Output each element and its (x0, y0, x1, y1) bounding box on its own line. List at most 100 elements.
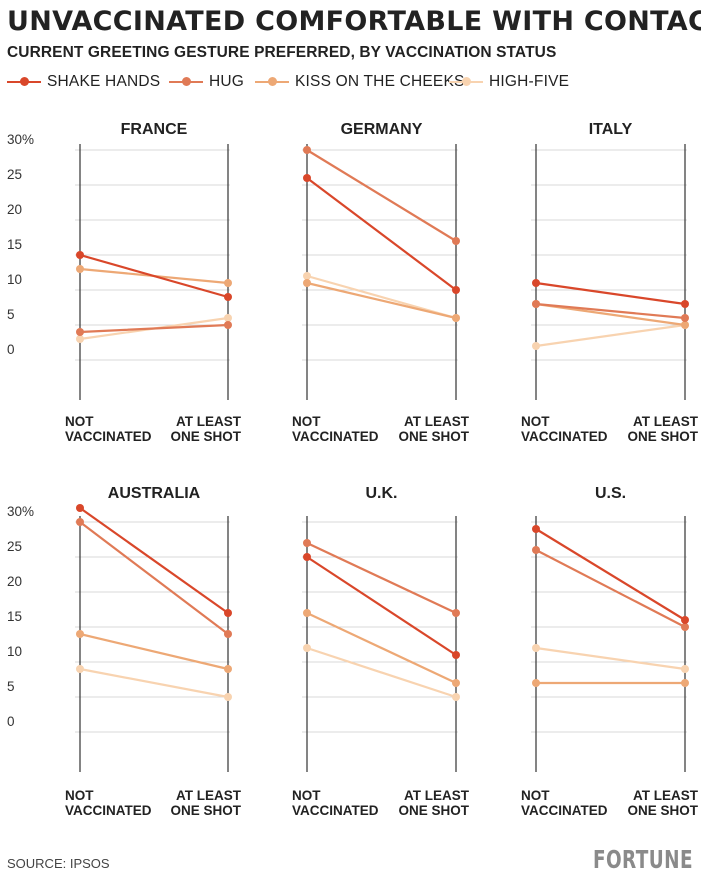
y-tick-label: 30% (7, 132, 34, 147)
series-line-u-s-shake-hands (534, 527, 687, 622)
y-tick-label: 30% (7, 504, 34, 519)
legend-label-shake-hands: SHAKE HANDS (47, 73, 161, 90)
point-italy-kiss-on-the-cheeks-at-least-one-shot (681, 321, 689, 329)
category-label-not-vaccinated: NOT VACCINATED (65, 414, 152, 444)
panel-germany: GERMANY NOT VACCINATED AT LEAST ONE SHOT (292, 121, 470, 444)
y-tick-label: 10 (7, 272, 22, 287)
series-line-france-hug (78, 323, 230, 334)
point-australia-shake-hands-not-vaccinated (76, 504, 84, 512)
y-tick-label: 15 (7, 237, 22, 252)
category-label-not-vaccinated: NOT VACCINATED (292, 414, 379, 444)
legend-swatch-high-five (449, 72, 483, 92)
legend-item-hug: HUG (169, 72, 244, 92)
point-u-k-shake-hands-at-least-one-shot (452, 651, 460, 659)
panel-u-k: U.K. NOT VACCINATED AT LEAST ONE SHOT (292, 485, 470, 818)
y-tick-label: 5 (7, 307, 15, 322)
source-note: SOURCE: IPSOS (7, 856, 110, 871)
series-line-u-k-shake-hands (305, 555, 458, 657)
point-italy-shake-hands-at-least-one-shot (681, 300, 689, 308)
point-u-k-hug-at-least-one-shot (452, 609, 460, 617)
point-france-shake-hands-not-vaccinated (76, 251, 84, 259)
panel-title-germany: GERMANY (341, 121, 423, 138)
point-u-k-kiss-on-the-cheeks-not-vaccinated (303, 609, 311, 617)
point-u-s-high-five-not-vaccinated (532, 644, 540, 652)
y-tick-label: 20 (7, 202, 22, 217)
series-line-italy-shake-hands (534, 281, 687, 306)
series-line-australia-hug (78, 520, 230, 636)
point-australia-shake-hands-at-least-one-shot (224, 609, 232, 617)
legend-dot-shake-hands (20, 77, 29, 86)
series-line-australia-shake-hands (78, 506, 230, 615)
legend-label-high-five: HIGH-FIVE (489, 73, 570, 90)
y-tick-label: 5 (7, 679, 15, 694)
series-line-france-shake-hands (78, 253, 230, 299)
point-u-k-high-five-at-least-one-shot (452, 693, 460, 701)
series-line-u-k-kiss-on-the-cheeks (305, 611, 458, 685)
legend-swatch-shake-hands (7, 72, 41, 92)
series-line-germany-kiss-on-the-cheeks (305, 281, 458, 320)
point-u-s-high-five-at-least-one-shot (681, 665, 689, 673)
point-france-kiss-on-the-cheeks-not-vaccinated (76, 265, 84, 273)
legend-label-hug: HUG (209, 73, 245, 90)
point-france-hug-not-vaccinated (76, 328, 84, 336)
point-u-s-shake-hands-at-least-one-shot (681, 616, 689, 624)
legend-item-kiss-on-the-cheeks: KISS ON THE CHEEKS (255, 72, 465, 92)
y-tick-label: 25 (7, 167, 22, 182)
point-u-k-kiss-on-the-cheeks-at-least-one-shot (452, 679, 460, 687)
point-australia-high-five-not-vaccinated (76, 665, 84, 673)
panel-italy: ITALY NOT VACCINATED AT LEAST ONE SHOT (521, 121, 699, 444)
series-line-u-k-hug (305, 541, 458, 615)
point-australia-high-five-at-least-one-shot (224, 693, 232, 701)
series-line-italy-high-five (534, 323, 687, 348)
category-label-at-least-one-shot: AT LEAST ONE SHOT (170, 788, 241, 818)
point-australia-hug-not-vaccinated (76, 518, 84, 526)
panel-title-australia: AUSTRALIA (108, 485, 201, 502)
legend-swatch-hug (169, 72, 203, 92)
series-line-u-s-high-five (534, 646, 687, 671)
y-tick-label: 0 (7, 714, 15, 729)
legend-dot-high-five (462, 77, 471, 86)
legend-item-high-five: HIGH-FIVE (449, 72, 569, 92)
point-france-high-five-not-vaccinated (76, 335, 84, 343)
panel-title-italy: ITALY (589, 121, 633, 138)
series-line-italy-hug (534, 302, 687, 320)
point-italy-shake-hands-not-vaccinated (532, 279, 540, 287)
point-france-hug-at-least-one-shot (224, 321, 232, 329)
point-u-k-hug-not-vaccinated (303, 539, 311, 547)
legend-label-kiss-on-the-cheeks: KISS ON THE CHEEKS (295, 73, 465, 90)
series-line-germany-shake-hands (305, 176, 458, 292)
point-germany-shake-hands-not-vaccinated (303, 174, 311, 182)
point-australia-hug-at-least-one-shot (224, 630, 232, 638)
panel-france: 0 5 10 15 20 25 30% FRANCE NOT VACCINATED AT LEAST… (7, 121, 242, 444)
point-germany-shake-hands-at-least-one-shot (452, 286, 460, 294)
series-line-u-k-high-five (305, 646, 458, 699)
point-italy-high-five-not-vaccinated (532, 342, 540, 350)
point-u-k-high-five-not-vaccinated (303, 644, 311, 652)
series-line-italy-kiss-on-the-cheeks (534, 302, 687, 327)
category-label-at-least-one-shot: AT LEAST ONE SHOT (627, 414, 698, 444)
category-label-at-least-one-shot: AT LEAST ONE SHOT (398, 788, 469, 818)
category-label-not-vaccinated: NOT VACCINATED (65, 788, 152, 818)
y-tick-label: 25 (7, 539, 22, 554)
series-line-u-s-hug (534, 548, 687, 629)
panel-title-france: FRANCE (121, 121, 188, 138)
legend: SHAKE HANDS HUG KISS ON THE CHEEKS HIGH-… (7, 72, 687, 92)
category-label-not-vaccinated: NOT VACCINATED (292, 788, 379, 818)
series-line-germany-high-five (305, 274, 458, 320)
point-france-shake-hands-at-least-one-shot (224, 293, 232, 301)
series-line-australia-kiss-on-the-cheeks (78, 632, 230, 671)
point-u-k-shake-hands-not-vaccinated (303, 553, 311, 561)
point-france-kiss-on-the-cheeks-at-least-one-shot (224, 279, 232, 287)
point-u-s-kiss-on-the-cheeks-not-vaccinated (532, 679, 540, 687)
y-tick-label: 15 (7, 609, 22, 624)
point-germany-hug-at-least-one-shot (452, 237, 460, 245)
y-tick-label: 20 (7, 574, 22, 589)
point-germany-kiss-on-the-cheeks-not-vaccinated (303, 279, 311, 287)
point-u-s-kiss-on-the-cheeks-at-least-one-shot (681, 679, 689, 687)
point-u-s-hug-not-vaccinated (532, 546, 540, 554)
category-label-at-least-one-shot: AT LEAST ONE SHOT (398, 414, 469, 444)
point-france-high-five-at-least-one-shot (224, 314, 232, 322)
point-italy-hug-not-vaccinated (532, 300, 540, 308)
panel-title-u-k: U.K. (366, 485, 398, 502)
